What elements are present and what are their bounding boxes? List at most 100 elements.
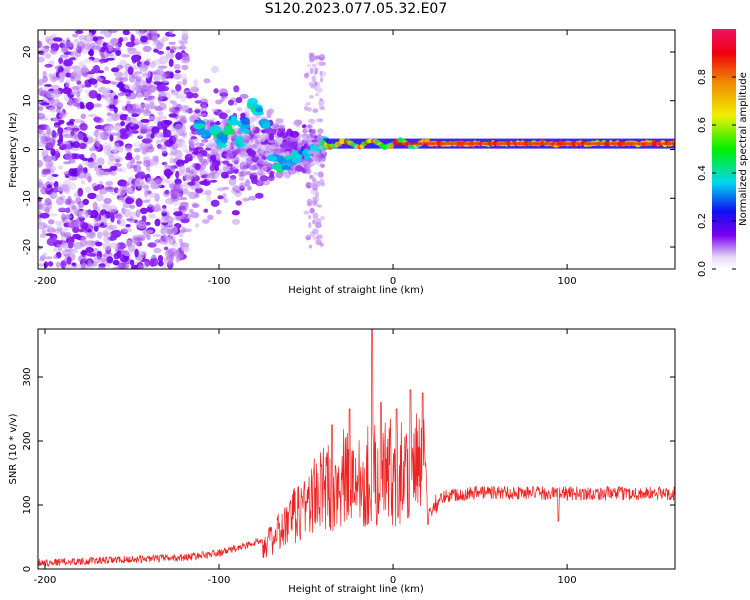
spectrogram-cell xyxy=(250,176,258,185)
spectrogram-cell xyxy=(149,61,156,69)
spectrogram-cell xyxy=(93,185,99,192)
spectrogram-cell xyxy=(87,113,97,118)
spectrogram-cell xyxy=(162,190,171,197)
spectrogram-cell xyxy=(317,128,324,134)
spectrogram-cell xyxy=(105,186,115,193)
spectrogram-cell xyxy=(107,30,118,34)
spectrogram-cell xyxy=(314,93,319,97)
spectrogram-cell xyxy=(240,117,250,125)
spectrogram-cell xyxy=(78,142,87,150)
spectrogram-cell xyxy=(308,215,312,220)
spectrogram-cell xyxy=(210,65,220,73)
spectrogram-cell xyxy=(222,192,227,201)
spectrogram-cell xyxy=(144,70,151,79)
spectrogram-cell xyxy=(39,90,50,97)
spectrogram-cell xyxy=(160,137,168,143)
spectrogram-cell xyxy=(41,229,47,235)
spectrogram-cell xyxy=(74,38,79,43)
spectrogram-cell xyxy=(111,52,117,59)
spectrogram-cell xyxy=(147,203,153,208)
spectrogram-cell xyxy=(57,246,63,252)
spectrogram-cell xyxy=(81,264,86,269)
spectrogram-cell xyxy=(251,171,260,176)
spectrogram-cell xyxy=(111,229,122,238)
spectrogram-cell xyxy=(102,88,111,97)
spectrogram-cell xyxy=(75,48,82,58)
spectrogram-cell xyxy=(72,226,80,233)
spectrogram-cell xyxy=(114,122,123,132)
spectrogram-cell xyxy=(135,30,140,35)
spectrogram-cell xyxy=(320,163,325,168)
spectrogram-cell xyxy=(230,115,238,124)
spectrogram-cell xyxy=(168,30,174,36)
spectrogram-cell xyxy=(209,125,221,133)
spectrogram-cell xyxy=(122,36,129,42)
spectrogram-cell xyxy=(140,79,146,85)
spectrogram-cell xyxy=(320,215,325,221)
spectrogram-cell xyxy=(186,153,192,158)
spectrogram-cell xyxy=(130,34,135,43)
spectrogram-cell xyxy=(245,180,251,187)
spectrogram-cell xyxy=(49,76,59,82)
spectrogram-cell xyxy=(125,41,136,48)
spectrogram-cell xyxy=(127,210,132,217)
spectrogram-cell xyxy=(115,50,122,56)
spectrogram-cell xyxy=(129,129,137,134)
spectrogram-cell xyxy=(65,79,71,88)
spectrogram-cell xyxy=(137,264,145,269)
spectrogram-cell xyxy=(60,231,66,236)
spectrogram-cell xyxy=(128,187,134,192)
spectrogram-xlabel: Height of straight line (km) xyxy=(288,285,424,296)
spectrogram-cell xyxy=(136,160,143,165)
spectrogram-cell xyxy=(57,186,67,192)
spectrogram-cell xyxy=(134,71,143,75)
spectrogram-cell xyxy=(174,149,183,159)
spectrogram-cell xyxy=(199,180,208,185)
spectrogram-cell xyxy=(113,95,119,100)
spectrogram-cell xyxy=(171,194,180,202)
spectrogram-cell xyxy=(103,221,109,226)
spectrogram-cell xyxy=(38,112,46,120)
spectrogram-cell xyxy=(46,184,53,189)
spectrogram-cell xyxy=(308,95,314,99)
spectrogram-cell xyxy=(160,215,170,224)
spectrogram-cell xyxy=(173,63,181,70)
spectrogram-cell xyxy=(239,150,244,158)
spectrogram-cell xyxy=(205,147,212,151)
spectrogram-cell xyxy=(88,161,98,169)
spectrogram-cell xyxy=(187,181,196,186)
spectrogram-cell xyxy=(218,112,228,120)
spectrogram-cell xyxy=(199,147,205,151)
spectrogram-cell xyxy=(289,130,294,137)
spectrogram-cell xyxy=(310,84,315,89)
spectrogram-cell xyxy=(127,217,136,223)
spectrogram-cell xyxy=(315,222,322,229)
x-tick-label: 100 xyxy=(558,575,577,586)
spectrogram-cell xyxy=(157,260,164,267)
spectrogram-cell xyxy=(72,233,81,240)
spectrogram-cell xyxy=(158,55,169,65)
spectrogram-cell xyxy=(63,161,71,165)
y-tick-label: 0 xyxy=(22,566,33,572)
spectrogram-cell xyxy=(120,121,125,127)
spectrogram-cell xyxy=(312,228,319,235)
spectrogram-cell xyxy=(316,154,323,160)
spectrogram-cell xyxy=(312,128,316,133)
spectrogram-cell xyxy=(146,229,154,234)
spectrogram-cell xyxy=(44,161,53,166)
spectrogram-cell xyxy=(48,213,59,217)
spectrogram-cell xyxy=(67,220,77,229)
colorbar-tick-label: 0.0 xyxy=(697,261,708,277)
spectrogram-cell xyxy=(67,65,77,70)
spectrogram-cell xyxy=(119,114,128,121)
spectrogram-cell xyxy=(56,196,64,206)
spectrogram-cell xyxy=(198,129,208,136)
spectrogram-cell xyxy=(105,96,111,104)
spectrogram-cell xyxy=(303,106,309,111)
spectrogram-cell xyxy=(306,135,310,140)
spectrogram-cell xyxy=(126,161,134,170)
spectrogram-cell xyxy=(68,120,74,125)
spectrogram-cell xyxy=(176,103,182,112)
spectrogram-cell xyxy=(79,101,85,109)
spectrogram-cell xyxy=(52,193,58,198)
